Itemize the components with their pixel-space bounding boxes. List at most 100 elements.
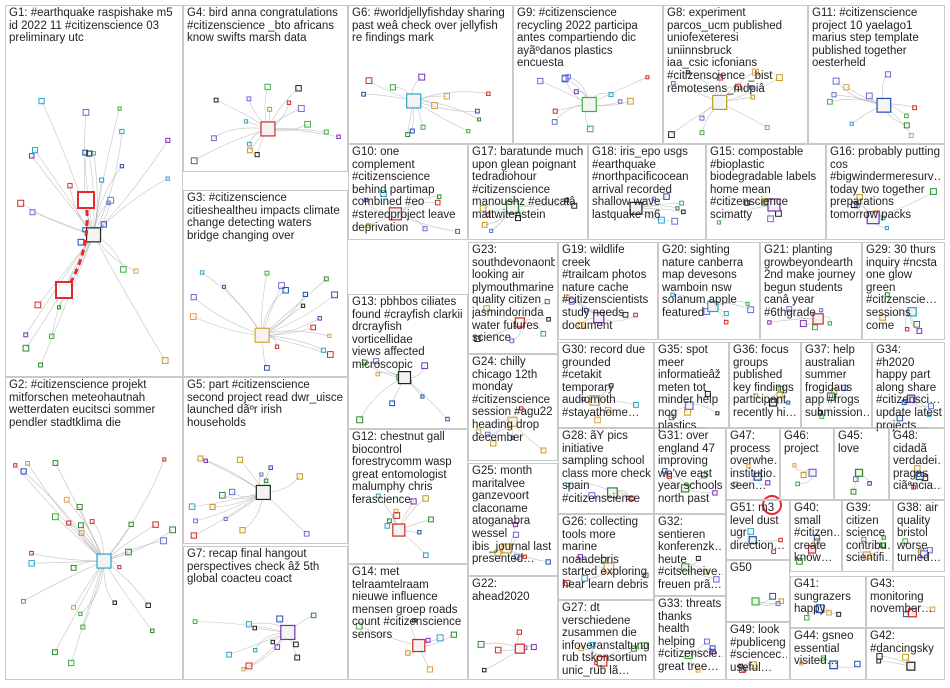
graph-hub-node bbox=[815, 604, 825, 614]
graph-node bbox=[861, 536, 867, 542]
group-label: G15: compostable #bioplastic biodegradab… bbox=[710, 146, 817, 221]
graph-node bbox=[625, 495, 630, 500]
group-g19: G19: wildlife creek #trailcam photos nat… bbox=[558, 242, 658, 340]
graph-node bbox=[799, 320, 807, 328]
graph-node bbox=[303, 530, 310, 537]
graph-node bbox=[48, 333, 55, 340]
graph-node bbox=[436, 194, 442, 199]
group-label: G19: wildlife creek #trailcam photos nat… bbox=[562, 244, 649, 332]
graph-node bbox=[327, 333, 332, 339]
graph-node bbox=[819, 414, 825, 419]
group-g48: G48: cidadã verdadei… pragas ciãªncia… bbox=[889, 428, 945, 500]
graph-node bbox=[658, 216, 665, 224]
group-label: G33: threats thanks health helping #citi… bbox=[658, 598, 723, 673]
graph-node bbox=[483, 305, 490, 312]
group-label: G21: planting growbeyondearth 2nd make j… bbox=[764, 244, 856, 319]
graph-node bbox=[703, 568, 709, 575]
group-label: G49: look #publiceng… #sciencec… useful… bbox=[730, 624, 787, 674]
group-label: G42: #dancingsky bbox=[870, 630, 934, 655]
group-label: G1: #earthquake raspishake m5 id 2022 11… bbox=[9, 7, 173, 45]
graph-node bbox=[443, 93, 451, 100]
group-g42: G42: #dancingsky bbox=[866, 628, 945, 680]
graph-node bbox=[66, 520, 72, 526]
graph-node bbox=[771, 549, 776, 555]
graph-node bbox=[695, 555, 701, 561]
graph-node bbox=[723, 319, 729, 325]
group-g32: G32: sentieren konferenzk… heute #citsci… bbox=[654, 514, 726, 596]
group-g15: G15: compostable #bioplastic biodegradab… bbox=[706, 144, 826, 240]
group-g41: G41: sungrazers happy bbox=[790, 576, 866, 628]
graph-node bbox=[418, 73, 426, 81]
graph-node bbox=[544, 299, 550, 305]
graph-node bbox=[190, 157, 198, 165]
group-label: G35: spot meer informatieâž meten tot mi… bbox=[658, 344, 721, 432]
graph-hub-node bbox=[607, 487, 618, 499]
graph-hub-node bbox=[392, 523, 406, 537]
graph-node bbox=[849, 121, 854, 126]
graph-hub-node bbox=[829, 660, 839, 670]
group-g29: G29: 30 thurs inquiry #ncsta one glow gr… bbox=[862, 242, 945, 340]
group-g5: G5: part #citizenscience second project … bbox=[183, 377, 348, 544]
graph-edge bbox=[93, 140, 169, 236]
highlight-circle bbox=[762, 495, 782, 515]
graph-node bbox=[836, 611, 842, 617]
graph-node bbox=[671, 81, 676, 86]
graph-node bbox=[769, 592, 777, 600]
graph-node bbox=[252, 625, 258, 631]
group-g49: G49: look #publiceng… #sciencec… useful… bbox=[726, 622, 790, 680]
graph-edge bbox=[40, 234, 94, 366]
graph-node bbox=[20, 598, 26, 604]
group-label: G23: southdevonaonb looking air plymouth… bbox=[472, 244, 555, 345]
graph-node bbox=[777, 385, 785, 393]
graph-node bbox=[884, 71, 892, 78]
graph-node bbox=[490, 440, 497, 447]
group-label: G16: probably putting cos #bigwindermere… bbox=[830, 146, 942, 221]
graph-node bbox=[670, 292, 675, 297]
graph-node bbox=[695, 667, 701, 673]
group-label: G14: met telraamtelraam nieuwe influence… bbox=[352, 566, 462, 641]
group-label: G12: chestnut gall biocontrol forestryco… bbox=[352, 431, 452, 506]
graph-node bbox=[819, 308, 824, 313]
graph-node bbox=[420, 394, 425, 399]
graph-hub-node bbox=[862, 551, 871, 560]
graph-node bbox=[477, 640, 485, 648]
group-label: G10: one complement #citizenscience behi… bbox=[352, 146, 456, 234]
graph-node bbox=[295, 85, 302, 92]
graph-node bbox=[245, 621, 253, 628]
group-g47: G47: process overwhe… institutio… seen… bbox=[726, 428, 780, 500]
graph-node bbox=[197, 455, 204, 462]
graph-node bbox=[317, 316, 322, 321]
group-g25: G25: month maritalvee ganzevoort clacona… bbox=[468, 463, 558, 576]
graph-node bbox=[551, 119, 558, 125]
graph-node bbox=[512, 531, 519, 538]
graph-node bbox=[209, 503, 216, 510]
graph-node bbox=[522, 554, 527, 559]
graph-node bbox=[274, 644, 281, 650]
graph-hub-node bbox=[712, 94, 728, 111]
graph-node bbox=[34, 301, 42, 309]
graph-node bbox=[434, 199, 441, 206]
graph-node bbox=[765, 480, 771, 486]
graph-node bbox=[405, 132, 411, 138]
graph-node bbox=[455, 228, 461, 234]
graph-edge bbox=[192, 492, 264, 507]
group-g22: G22: ahead2020 bbox=[468, 576, 558, 680]
graph-node bbox=[666, 473, 673, 479]
graph-node bbox=[246, 141, 252, 147]
graph-node bbox=[193, 518, 198, 524]
graph-node bbox=[668, 414, 675, 421]
graph-node bbox=[28, 560, 35, 567]
graph-node bbox=[82, 149, 89, 156]
graph-edge bbox=[262, 294, 335, 336]
graph-edge bbox=[84, 112, 94, 235]
graph-node bbox=[268, 465, 273, 470]
graph-node bbox=[68, 659, 75, 667]
group-g20: G20: sighting nature canberra map deveso… bbox=[658, 242, 760, 340]
group-label: G24: chilly chicago 12th monday #citizen… bbox=[472, 356, 553, 444]
graph-node bbox=[326, 351, 334, 358]
graph-node bbox=[630, 645, 637, 652]
graph-node bbox=[304, 120, 311, 128]
group-label: G44: gsneo essential visited… bbox=[794, 630, 854, 668]
graph-node bbox=[417, 530, 422, 535]
group-label: G28: ãŸ pics initiative sampling school … bbox=[562, 430, 651, 505]
